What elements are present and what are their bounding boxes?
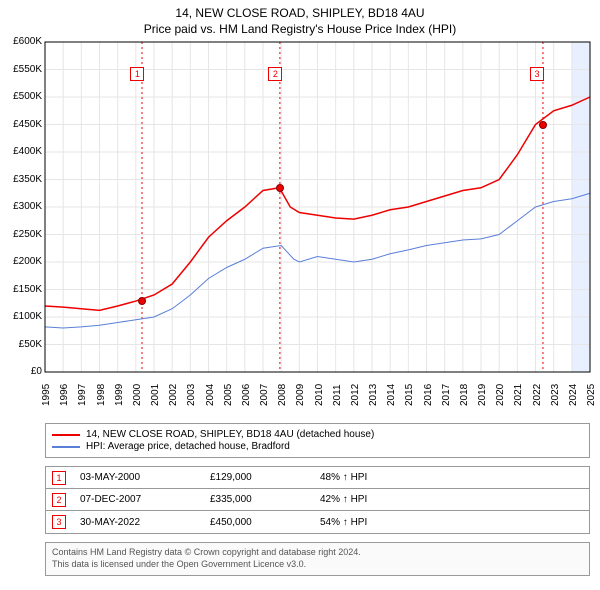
- sales-table-row: 3 30-MAY-2022£450,00054% ↑ HPI: [46, 511, 589, 533]
- sale-price: £129,000: [202, 469, 312, 486]
- sale-marker: 2: [268, 67, 282, 81]
- chart-legend: 14, NEW CLOSE ROAD, SHIPLEY, BD18 4AU (d…: [45, 423, 590, 458]
- sale-price: £450,000: [202, 514, 312, 531]
- sales-table-row: 2 07-DEC-2007£335,00042% ↑ HPI: [46, 489, 589, 511]
- copyright-line-2: This data is licensed under the Open Gov…: [52, 559, 583, 571]
- title-line-1: 14, NEW CLOSE ROAD, SHIPLEY, BD18 4AU: [0, 6, 600, 22]
- legend-label: HPI: Average price, detached house, Brad…: [86, 441, 290, 452]
- sales-table: 1 03-MAY-2000£129,00048% ↑ HPI 2 07-DEC-200…: [45, 466, 590, 534]
- legend-item: 14, NEW CLOSE ROAD, SHIPLEY, BD18 4AU (d…: [52, 429, 583, 440]
- legend-label: 14, NEW CLOSE ROAD, SHIPLEY, BD18 4AU (d…: [86, 429, 374, 440]
- copyright-line-1: Contains HM Land Registry data © Crown c…: [52, 547, 583, 559]
- sale-marker: 1: [130, 67, 144, 81]
- sale-index-badge: 3: [52, 515, 66, 529]
- sale-vs-hpi: 54% ↑ HPI: [312, 514, 375, 531]
- chart-title-block: 14, NEW CLOSE ROAD, SHIPLEY, BD18 4AU Pr…: [0, 0, 600, 37]
- sale-date: 30-MAY-2022: [72, 514, 202, 531]
- sale-index-badge: 1: [52, 471, 66, 485]
- sale-vs-hpi: 48% ↑ HPI: [312, 469, 375, 486]
- sale-marker: 3: [530, 67, 544, 81]
- sale-date: 03-MAY-2000: [72, 469, 202, 486]
- sale-price: £335,000: [202, 491, 312, 508]
- legend-swatch: [52, 434, 80, 436]
- copyright-box: Contains HM Land Registry data © Crown c…: [45, 542, 590, 575]
- price-chart: £0£50K£100K£150K£200K£250K£300K£350K£400…: [0, 37, 600, 417]
- title-line-2: Price paid vs. HM Land Registry's House …: [0, 22, 600, 38]
- sale-index-badge: 2: [52, 493, 66, 507]
- legend-item: HPI: Average price, detached house, Brad…: [52, 441, 583, 452]
- sale-date: 07-DEC-2007: [72, 491, 202, 508]
- sales-table-row: 1 03-MAY-2000£129,00048% ↑ HPI: [46, 467, 589, 489]
- sale-vs-hpi: 42% ↑ HPI: [312, 491, 375, 508]
- legend-swatch: [52, 446, 80, 448]
